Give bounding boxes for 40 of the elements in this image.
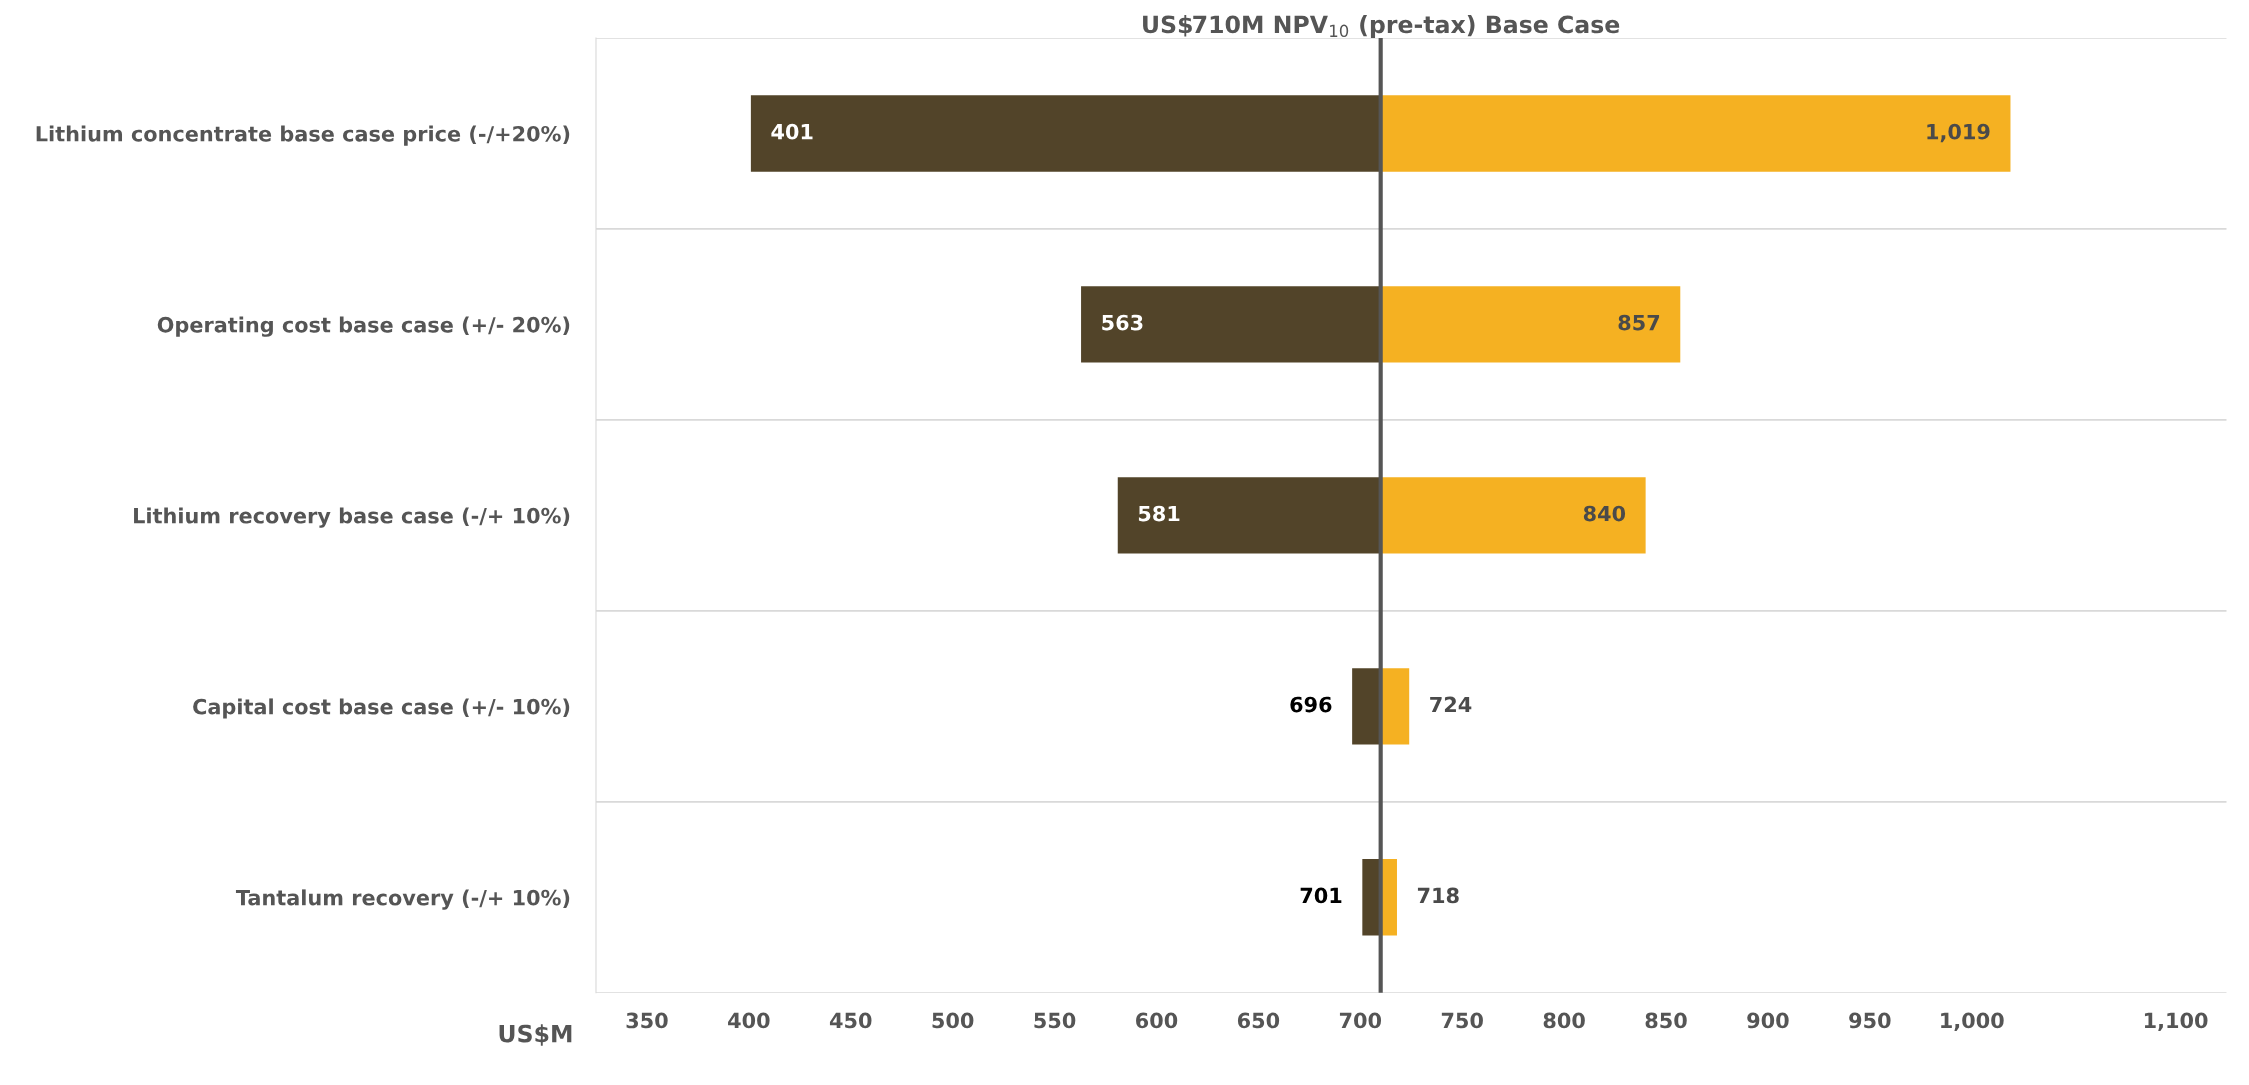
data-label: 718 xyxy=(1417,887,1459,904)
x-tick-label: 800 xyxy=(1543,1012,1585,1029)
x-tick-label: 550 xyxy=(1034,1012,1076,1029)
x-tick-label: 500 xyxy=(932,1012,974,1029)
x-tick-label: 350 xyxy=(626,1012,668,1029)
y-tick-label: Lithium concentrate base case price (-/+20%) xyxy=(36,125,570,146)
data-label: 1,019 xyxy=(1927,123,1990,143)
bar xyxy=(1352,668,1381,745)
x-tick-label: 1,000 xyxy=(1941,1012,2004,1032)
data-label: 401 xyxy=(771,123,813,140)
x-tick-label: 650 xyxy=(1237,1012,1280,1029)
bar xyxy=(1380,286,1681,363)
y-tick-label: Operating cost base case (+/- 20%) xyxy=(157,316,570,337)
bar xyxy=(1380,95,2011,172)
y-tick-label: Capital cost base case (+/- 10%) xyxy=(193,698,570,719)
data-label: 563 xyxy=(1102,314,1143,331)
bar xyxy=(1380,668,1410,745)
data-label: 701 xyxy=(1300,887,1342,904)
x-tick-label: 850 xyxy=(1645,1012,1687,1029)
x-tick-label: 450 xyxy=(829,1012,872,1029)
data-label: 696 xyxy=(1290,696,1332,713)
bar xyxy=(1117,477,1381,554)
bar xyxy=(1081,286,1381,363)
bar xyxy=(1380,477,1646,554)
x-tick-label: 750 xyxy=(1441,1012,1483,1029)
data-label: 857 xyxy=(1618,314,1660,331)
x-tick-label: 600 xyxy=(1136,1012,1178,1029)
bar xyxy=(750,95,1381,172)
y-tick-label: Tantalum recovery (-/+ 10%) xyxy=(235,889,570,910)
x-axis-title: US$M xyxy=(499,1024,572,1046)
x-tick-label: 900 xyxy=(1747,1012,1789,1029)
x-tick-label: 950 xyxy=(1849,1012,1891,1029)
x-tick-label: 400 xyxy=(728,1012,770,1029)
ref-line-label: US$710M NPV$_{10}$ (pre-tax) Base Case xyxy=(1143,15,1620,38)
data-label: 840 xyxy=(1583,505,1626,522)
x-tick-label: 700 xyxy=(1339,1012,1382,1029)
y-tick-label: Lithium recovery base case (-/+ 10%) xyxy=(134,507,570,528)
x-tick-label: 1,100 xyxy=(2144,1012,2208,1032)
data-label: 724 xyxy=(1430,696,1472,713)
data-label: 581 xyxy=(1138,505,1180,522)
